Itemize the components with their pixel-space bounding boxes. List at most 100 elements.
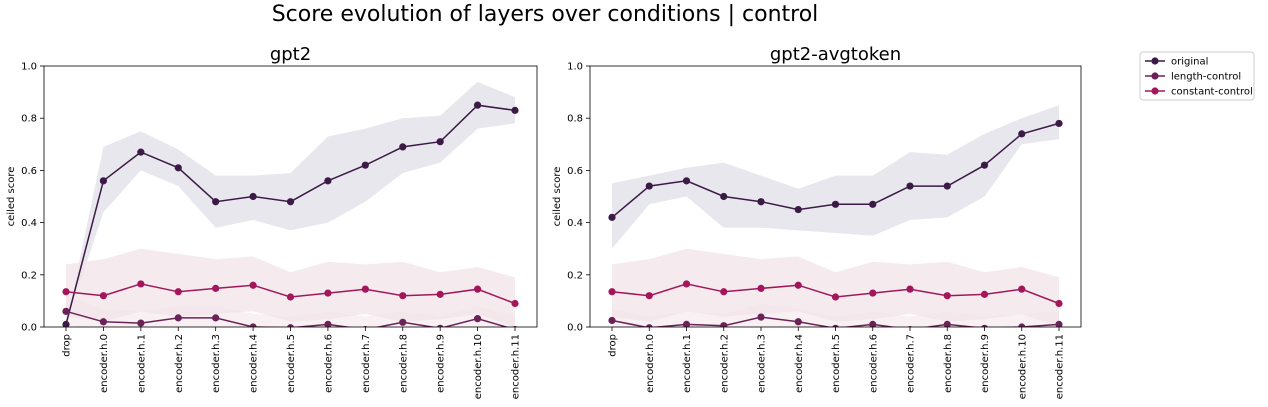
panel-title: gpt2 bbox=[270, 44, 311, 65]
point-length-control-1 bbox=[99, 318, 108, 326]
x-tick-label: encoder.h.10 bbox=[1017, 334, 1028, 399]
point-original-5 bbox=[249, 192, 257, 201]
x-tick-label: drop bbox=[62, 334, 73, 357]
point-length-control-0 bbox=[608, 316, 616, 325]
point-original-11 bbox=[1018, 130, 1026, 138]
point-original-6 bbox=[831, 200, 840, 208]
x-tick-label: encoder.h.1 bbox=[682, 334, 693, 393]
point-constant-control-6 bbox=[286, 293, 295, 301]
y-tick-label: 0.0 bbox=[567, 323, 583, 334]
point-length-control-0 bbox=[62, 307, 70, 315]
point-original-2 bbox=[682, 177, 691, 185]
point-length-control-6 bbox=[832, 324, 839, 327]
point-constant-control-7 bbox=[869, 289, 877, 297]
point-length-control-2 bbox=[137, 319, 145, 327]
point-constant-control-7 bbox=[324, 289, 332, 297]
point-constant-control-0 bbox=[62, 288, 70, 296]
x-tick-label: encoder.h.10 bbox=[473, 334, 484, 399]
point-length-control-12 bbox=[1055, 320, 1063, 327]
point-original-1 bbox=[645, 182, 653, 190]
point-original-12 bbox=[511, 106, 519, 114]
point-length-control-6 bbox=[286, 324, 295, 327]
point-original-3 bbox=[174, 164, 182, 172]
x-tick-label: encoder.h.3 bbox=[211, 334, 222, 393]
point-constant-control-1 bbox=[645, 292, 653, 300]
panel-gpt2-avgtoken: 0.0 0.2 0.4 0.6 0.8 1.0 drop encoder.h.0 encoder… bbox=[552, 44, 1082, 399]
point-constant-control-12 bbox=[511, 299, 519, 308]
legend-label-length-control: length-control bbox=[1171, 72, 1241, 83]
point-length-control-5 bbox=[249, 323, 257, 327]
point-length-control-11 bbox=[1018, 323, 1026, 327]
x-tick-label: encoder.h.0 bbox=[99, 334, 110, 393]
point-original-10 bbox=[436, 138, 444, 146]
x-tick-label: encoder.h.5 bbox=[286, 334, 297, 393]
point-constant-control-6 bbox=[831, 293, 840, 301]
point-constant-control-0 bbox=[608, 288, 616, 296]
x-tick-label: encoder.h.8 bbox=[943, 334, 954, 393]
point-original-7 bbox=[324, 177, 332, 185]
panel-title: gpt2-avgtoken bbox=[770, 44, 901, 65]
x-tick-label: encoder.h.7 bbox=[906, 334, 917, 393]
y-tick-label: 0.6 bbox=[21, 166, 37, 177]
x-tick-label: encoder.h.9 bbox=[980, 334, 991, 393]
panel-gpt2: 0.0 0.2 0.4 0.6 0.8 1.0 drop encoder.h.0 encoder… bbox=[6, 44, 538, 399]
point-constant-control-11 bbox=[473, 285, 482, 293]
x-tick-label: encoder.h.1 bbox=[136, 334, 147, 393]
legend: original length-control constant-control bbox=[1139, 51, 1255, 101]
x-tick-label: encoder.h.2 bbox=[174, 334, 185, 393]
point-length-control-2 bbox=[682, 320, 691, 327]
legend-label-constant-control: constant-control bbox=[1171, 87, 1253, 98]
point-constant-control-12 bbox=[1055, 299, 1063, 308]
legend-box bbox=[1139, 51, 1255, 101]
band-constant-control bbox=[612, 248, 1059, 327]
band-constant-control bbox=[66, 248, 515, 327]
point-length-control-1 bbox=[645, 324, 653, 327]
point-length-control-3 bbox=[174, 314, 182, 322]
point-length-control-7 bbox=[324, 320, 332, 327]
x-tick-label: encoder.h.11 bbox=[511, 334, 522, 399]
point-original-9 bbox=[399, 143, 407, 151]
legend-marker-original bbox=[1151, 57, 1159, 65]
point-original-1 bbox=[99, 177, 108, 185]
y-tick-label: 1.0 bbox=[567, 62, 583, 73]
x-tick-label: encoder.h.0 bbox=[645, 334, 656, 393]
point-length-control-4 bbox=[212, 314, 220, 322]
y-axis-label: ceiled score bbox=[552, 167, 563, 227]
y-tick-label: 0.2 bbox=[567, 270, 583, 281]
figure-title: Score evolution of layers over condition… bbox=[271, 2, 819, 27]
y-tick-label: 1.0 bbox=[21, 62, 37, 73]
point-length-control-7 bbox=[869, 320, 877, 327]
point-length-control-4 bbox=[757, 313, 765, 321]
point-constant-control-3 bbox=[174, 288, 182, 296]
y-axis-label: ceiled score bbox=[6, 167, 17, 227]
point-length-control-9 bbox=[943, 320, 951, 327]
point-original-0 bbox=[608, 213, 616, 221]
legend-label-original: original bbox=[1171, 57, 1208, 68]
y-tick-label: 0.4 bbox=[567, 218, 583, 229]
point-constant-control-2 bbox=[137, 280, 145, 288]
x-tick-label: encoder.h.4 bbox=[249, 334, 260, 393]
point-constant-control-11 bbox=[1018, 285, 1026, 293]
x-tick-label: encoder.h.6 bbox=[323, 334, 334, 393]
x-tick-label: encoder.h.2 bbox=[719, 334, 730, 393]
legend-marker-constant-control bbox=[1151, 87, 1159, 95]
point-constant-control-10 bbox=[436, 290, 444, 298]
x-tick-label: encoder.h.3 bbox=[757, 334, 768, 393]
point-length-control-11 bbox=[473, 315, 482, 323]
point-length-control-10 bbox=[436, 324, 444, 327]
point-constant-control-1 bbox=[99, 292, 108, 300]
y-tick-label: 0.8 bbox=[567, 114, 583, 125]
point-original-0 bbox=[62, 320, 70, 327]
point-original-9 bbox=[943, 182, 951, 190]
point-constant-control-5 bbox=[794, 281, 802, 289]
point-length-control-3 bbox=[720, 322, 728, 327]
point-original-4 bbox=[212, 198, 220, 206]
point-original-4 bbox=[757, 198, 765, 206]
x-tick-label: encoder.h.5 bbox=[831, 334, 842, 393]
point-original-12 bbox=[1055, 119, 1063, 128]
y-tick-label: 0.8 bbox=[21, 114, 37, 125]
point-original-10 bbox=[980, 161, 989, 169]
point-constant-control-3 bbox=[720, 288, 728, 296]
point-original-8 bbox=[361, 161, 369, 169]
